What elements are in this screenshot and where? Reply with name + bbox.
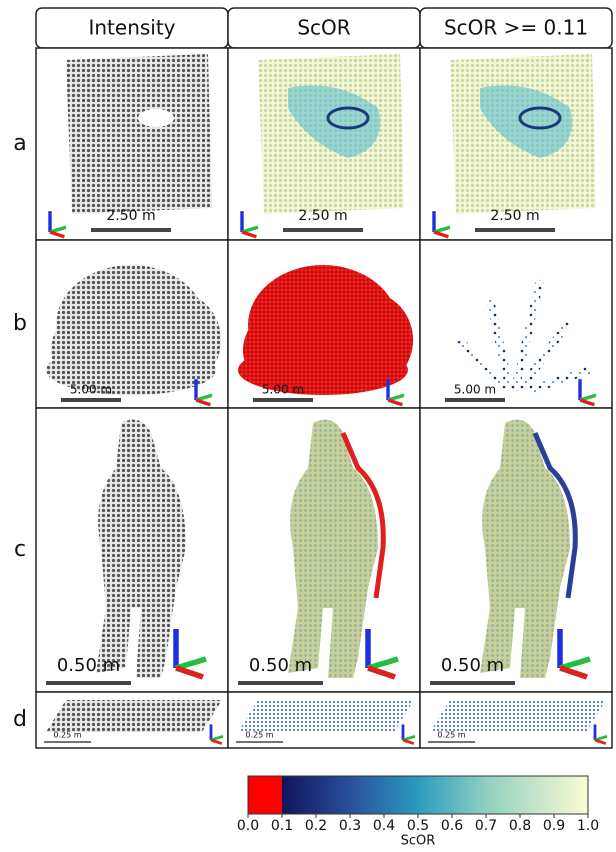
scale-label: 2.50 m xyxy=(106,208,155,224)
scale-label: 0.50 m xyxy=(441,655,504,676)
scale-label: 5.00 m xyxy=(70,383,112,397)
colorbar-tick-label: 0.0 xyxy=(237,818,259,834)
colorbar-tick-label: 1.0 xyxy=(577,818,599,834)
point-cloud xyxy=(238,700,414,732)
figure: Intensity ScOR ScOR >= 0.11 a 2.50 m 2.50 m 2.… xyxy=(0,0,616,848)
panel: 0.50 m xyxy=(36,408,228,692)
scale-label: 2.50 m xyxy=(490,208,539,224)
panel: 0.50 m xyxy=(420,408,612,692)
panel: 0.50 m xyxy=(228,408,420,692)
colorbar-title: ScOR xyxy=(401,834,436,849)
scale-label: 0.50 m xyxy=(249,655,312,676)
column-header: ScOR >= 0.11 xyxy=(444,16,588,40)
point-cloud xyxy=(46,700,222,732)
colorbar-tick-label: 0.4 xyxy=(373,818,395,834)
colorbar-tick-label: 0.3 xyxy=(339,818,361,834)
colorbar-tick-label: 0.9 xyxy=(543,818,565,834)
scale-label: 0.50 m xyxy=(57,655,120,676)
point-cloud xyxy=(430,700,606,732)
panel: 2.50 m xyxy=(36,48,228,240)
scale-label: 5.00 m xyxy=(262,383,304,397)
panel: 0.25 m xyxy=(420,692,612,748)
column-header: Intensity xyxy=(88,16,175,40)
column-header: ScOR xyxy=(297,16,350,40)
scale-label: 5.00 m xyxy=(454,383,496,397)
colorbar-tick-label: 0.7 xyxy=(475,818,497,834)
colorbar-tick-label: 0.5 xyxy=(407,818,429,834)
panel: 0.25 m xyxy=(36,692,228,748)
colorbar-tick-label: 0.2 xyxy=(305,818,327,834)
scale-label: 0.25 m xyxy=(53,731,81,740)
hole xyxy=(138,109,174,127)
colorbar xyxy=(248,776,588,814)
scale-label: 0.25 m xyxy=(437,731,465,740)
panel: 2.50 m xyxy=(420,48,612,240)
row-label: d xyxy=(13,707,27,732)
scale-label: 2.50 m xyxy=(298,208,347,224)
panel: 5.00 m xyxy=(420,240,612,408)
row-label: b xyxy=(13,311,27,336)
panel: 0.25 m xyxy=(228,692,420,748)
colorbar-tick-label: 0.1 xyxy=(271,818,293,834)
panel: 2.50 m xyxy=(228,48,420,240)
panel: 5.00 m xyxy=(228,240,420,408)
panel: 5.00 m xyxy=(36,240,228,408)
row-label: c xyxy=(14,537,26,562)
point-cloud xyxy=(66,54,212,214)
row-label: a xyxy=(13,131,26,156)
scale-label: 0.25 m xyxy=(245,731,273,740)
colorbar-tick-label: 0.6 xyxy=(441,818,463,834)
colorbar-tick-label: 0.8 xyxy=(509,818,531,834)
